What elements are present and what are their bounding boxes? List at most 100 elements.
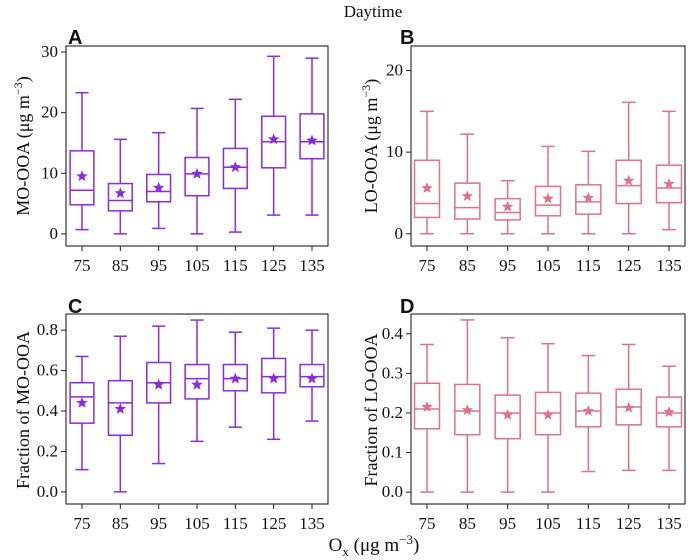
panel-a-marks: 0 10 20 30 75 85 95 105 115 125 135: [41, 42, 325, 275]
panel-c-box-75-mean-star: [76, 396, 88, 408]
panel-c-ytick-label: 0.8: [37, 320, 58, 339]
panel-b-xtick-label: 115: [576, 256, 601, 275]
panel-c-box-125-mean-star: [267, 372, 280, 384]
panel-a-xtick-label: 125: [261, 256, 287, 275]
panel-a: A MO-OOA (μg m−3) 0 10 20 30 75 85 95 105 115 125…: [11, 27, 329, 275]
panel-b-box-85-mean-star: [461, 190, 474, 202]
panel-d-xtick-label: 75: [419, 514, 436, 533]
panel-b-ytick-label: 10: [386, 142, 403, 161]
panel-d-ytick-label: 0.0: [382, 482, 403, 501]
panel-a-box-85-mean-star: [114, 187, 127, 199]
panel-c-ytick-label: 0.2: [37, 441, 58, 460]
panel-d-box-115-mean-star: [582, 404, 595, 416]
panel-c-xtick-label: 125: [261, 514, 287, 533]
panel-b-ylabel: LO-OOA (μg m−3): [359, 79, 382, 213]
panel-b-xtick-label: 95: [499, 256, 516, 275]
panel-c-box-85-iqr: [107, 379, 133, 437]
panel-a-box-115-mean-star: [229, 161, 242, 173]
panel-d-ylabel: Fraction of LO-OOA: [361, 334, 381, 487]
panel-b-box-85-iqr: [454, 182, 481, 220]
panel-c-box-105-mean-star: [191, 378, 203, 390]
panel-b-ytick-label: 0: [395, 224, 404, 243]
panel-d-xtick-label: 85: [459, 514, 476, 533]
panel-b-xtick-label: 85: [459, 256, 476, 275]
panel-c-ytick-label: 0.6: [37, 361, 58, 380]
panel-b-box-95-iqr: [494, 197, 521, 221]
panel-a-xtick-label: 95: [150, 256, 167, 275]
panel-d-box-95-iqr: [494, 394, 521, 440]
panel-b-box-125-iqr: [615, 159, 642, 205]
panel-d-xtick-label: 115: [576, 514, 601, 533]
panel-b-marks: 0 10 20 75 85 95 105 115 125 135: [386, 60, 683, 275]
panel-c-xtick-label: 115: [223, 514, 248, 533]
panel-d-xtick-label: 95: [499, 514, 516, 533]
panel-a-ytick-label: 10: [41, 163, 58, 182]
panel-c-ytick-label: 0.0: [37, 482, 58, 501]
panel-c-box-95-mean-star: [152, 378, 165, 390]
panel-c-xtick-label: 135: [299, 514, 325, 533]
panel-c-box-85-mean-star: [114, 403, 127, 414]
panel-a-box-95-mean-star: [152, 181, 165, 193]
panel-c-letter: C: [68, 296, 82, 318]
panel-a-ytick-label: 20: [41, 103, 58, 122]
panel-d-ytick-label: 0.4: [382, 324, 404, 343]
panel-a-box-105-iqr: [184, 156, 210, 197]
panel-c-box-75-iqr: [69, 381, 95, 424]
panel-b-xtick-label: 75: [419, 256, 436, 275]
panel-d-ytick-label: 0.1: [382, 443, 403, 462]
panel-d-marks: 0.0 0.1 0.2 0.3 0.4 75 85 95 105 115 125 135: [382, 319, 683, 533]
panel-b-box-125-mean-star: [622, 174, 635, 186]
panel-d-box-95-mean-star: [501, 408, 514, 420]
panel-c-xtick-label: 105: [184, 514, 210, 533]
panel-d-box-75-mean-star: [421, 401, 433, 412]
figure-title: Daytime: [344, 2, 403, 21]
panel-c-box-135-iqr: [299, 363, 325, 388]
panel-c-marks: 0.0 0.2 0.4 0.6 0.8 75 85 95 105 115 125 135: [37, 319, 325, 533]
panel-a-ylabel: MO-OOA (μg m−3): [11, 76, 34, 215]
panel-c-box-115-mean-star: [229, 372, 242, 384]
panel-a-box-125-mean-star: [267, 133, 280, 145]
panel-a-box-115-iqr: [222, 147, 248, 190]
panel-b-xtick-label: 135: [656, 256, 682, 275]
panel-b-box-135-iqr: [655, 164, 683, 204]
panel-a-letter: A: [68, 27, 82, 49]
panel-d-letter: D: [400, 296, 414, 318]
panel-b-box-115-mean-star: [582, 191, 595, 203]
panel-d-xtick-label: 125: [616, 514, 642, 533]
panel-a-box-135-mean-star: [306, 134, 318, 146]
panel-a-xtick-label: 105: [184, 256, 210, 275]
panel-d: D Fraction of LO-OOA 0.0 0.1 0.2 0.3 0.4 75 85…: [361, 296, 686, 533]
panel-a-ytick-label: 30: [41, 42, 58, 61]
panel-a-box-105-mean-star: [191, 167, 203, 179]
panel-d-xtick-label: 135: [656, 514, 682, 533]
panel-c-ytick-label: 0.4: [37, 401, 59, 420]
panel-c-xtick-label: 85: [112, 514, 129, 533]
panel-a-box-95-iqr: [146, 173, 172, 203]
panel-b-letter: B: [400, 27, 414, 49]
panel-a-ytick-label: 0: [50, 224, 59, 243]
panel-c-box-125-iqr: [261, 357, 287, 394]
panel-a-box-75-iqr: [69, 150, 95, 206]
panel-b-box-105-iqr: [534, 185, 562, 217]
panel-a-xtick-label: 75: [74, 256, 91, 275]
panel-d-box-135-iqr: [655, 396, 683, 428]
panel-b-box-75-mean-star: [421, 182, 433, 193]
panel-d-box-85-iqr: [454, 383, 481, 436]
panel-c-ylabel: Fraction of MO-OOA: [13, 331, 33, 489]
panel-c-box-115-iqr: [222, 363, 248, 392]
panel-d-box-75-iqr: [413, 382, 441, 430]
panel-c-box-105-iqr: [184, 363, 210, 400]
panel-b-box-135-mean-star: [663, 177, 675, 189]
panel-d-box-135-mean-star: [663, 406, 675, 418]
panel-d-box-105-mean-star: [542, 408, 554, 420]
panel-d-box-85-mean-star: [461, 404, 474, 416]
panel-b-xtick-label: 105: [535, 256, 561, 275]
panel-c-xtick-label: 75: [74, 514, 91, 533]
panel-a-box-75-mean-star: [76, 170, 88, 182]
panel-a-box-135-iqr: [299, 113, 325, 160]
panel-b-box-115-iqr: [575, 184, 602, 215]
panel-b-box-95-mean-star: [501, 200, 514, 212]
panel-b-ytick-label: 20: [386, 60, 403, 79]
panel-a-xtick-label: 85: [112, 256, 129, 275]
